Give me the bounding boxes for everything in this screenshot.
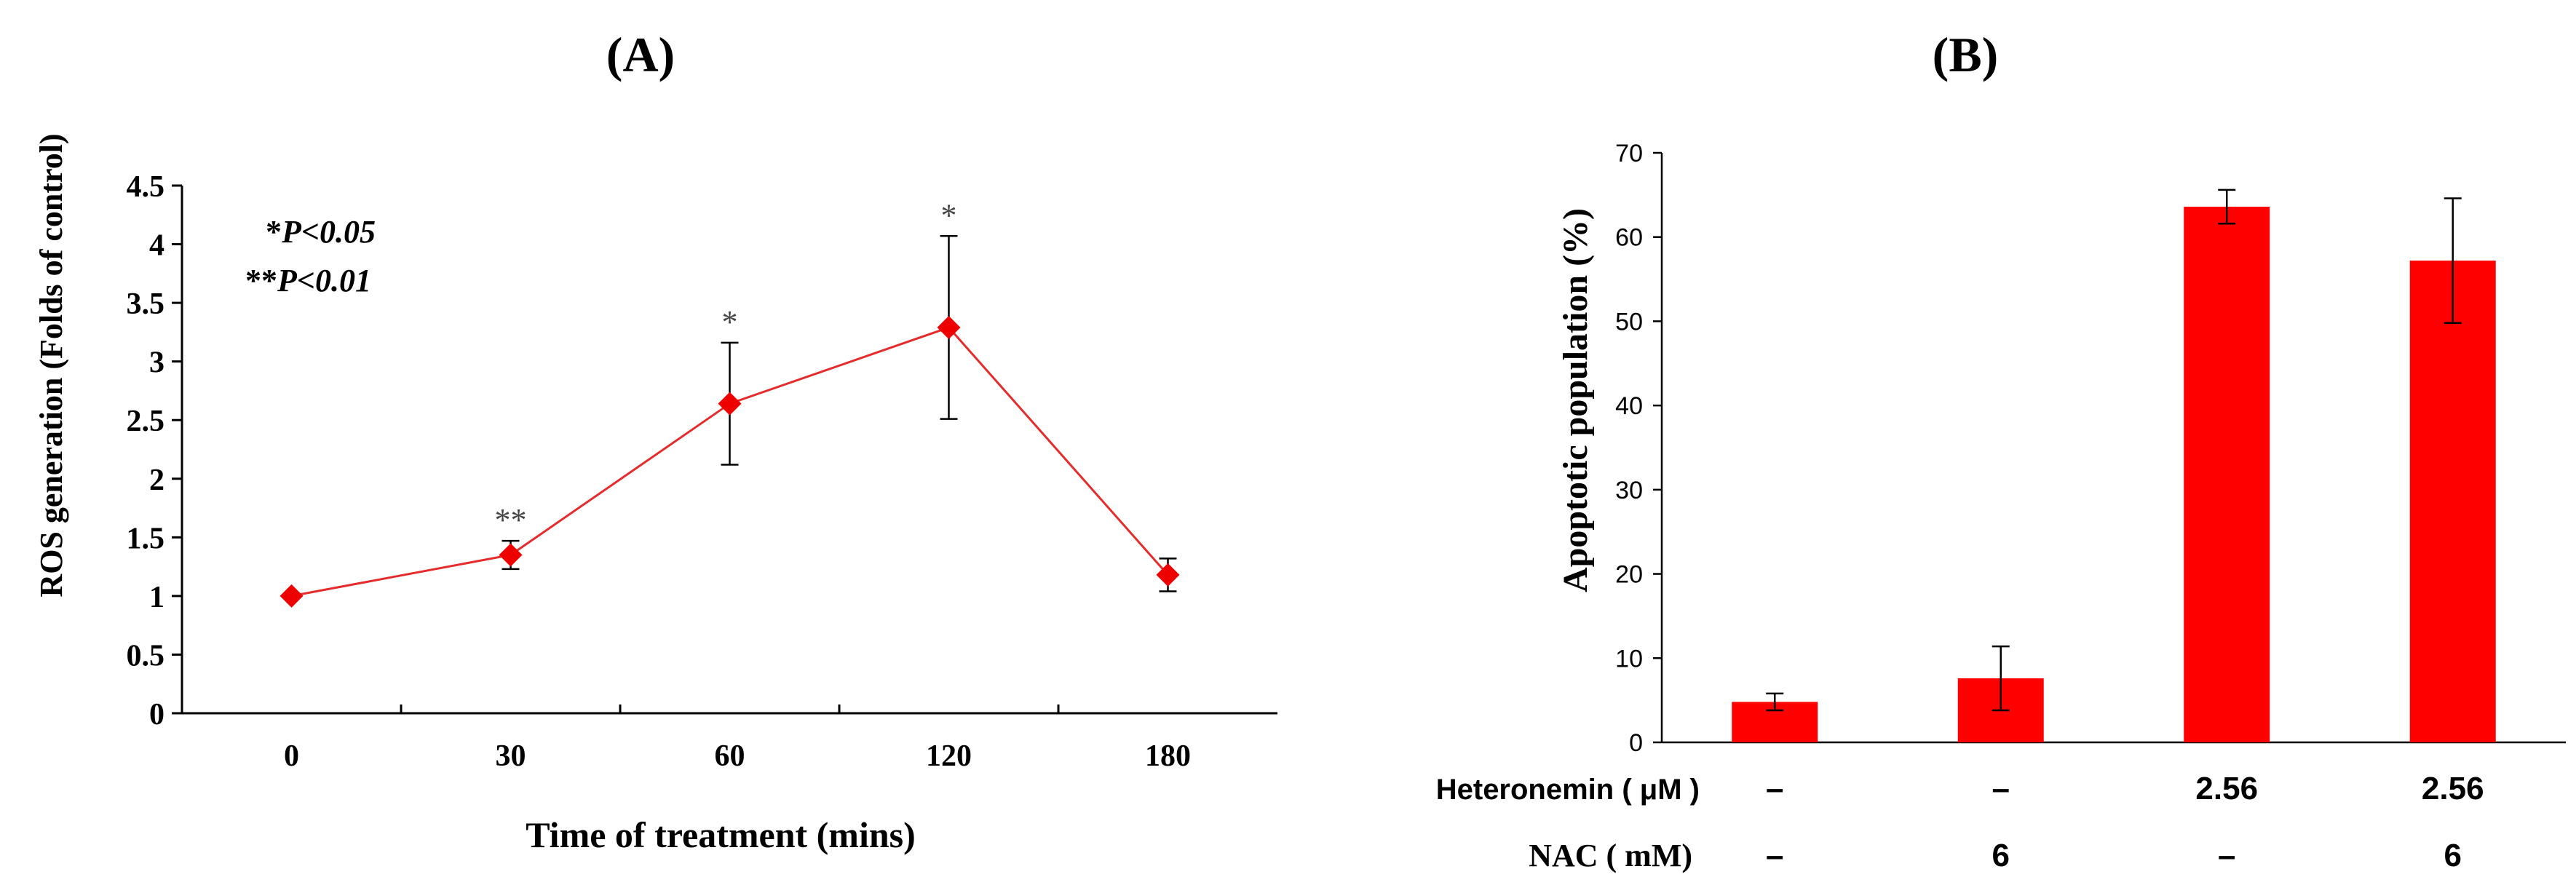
chart-b-treatment-value: – [1766, 771, 1783, 806]
legend-sig2-stars: ** [245, 263, 277, 298]
chart-a-y-tick-label: 2 [149, 464, 165, 497]
chart-a-x-tick-label: 120 [926, 739, 972, 773]
chart-b-y-tick-label: 60 [1615, 224, 1643, 252]
chart-a-significance-mark: ** [495, 502, 527, 538]
chart-b-treatment-value: – [2218, 838, 2235, 873]
legend-sig1-stars: * [266, 214, 282, 250]
chart-a-x-tick-label: 180 [1145, 739, 1191, 773]
chart-a-x-tick-label: 60 [715, 739, 745, 773]
chart-b-bar [2409, 261, 2496, 743]
chart-a-y-tick-label: 3.5 [127, 287, 165, 321]
chart-a-data-point [1156, 563, 1180, 587]
chart-a-significance-mark: * [941, 197, 957, 233]
chart-b-treatment-row-label: Heteronemin ( μM ) [1436, 774, 1700, 806]
chart-b-y-tick-label: 20 [1615, 561, 1643, 589]
chart-b-treatment-value: – [1992, 771, 2010, 806]
chart-b-y-axis-title: Apoptotic population (%) [1556, 208, 1595, 592]
chart-b-y-tick-label: 40 [1615, 392, 1643, 420]
chart-b-treatment-value: – [1766, 838, 1783, 873]
chart-b-y-tick-label: 50 [1615, 308, 1643, 336]
chart-a-significance-mark: * [722, 304, 738, 340]
chart-a-y-tick-label: 4.5 [127, 170, 165, 204]
chart-a-y-tick-label: 3 [149, 346, 165, 380]
panel-b-label: (B) [1933, 27, 1999, 82]
chart-b-treatment-value: 6 [1992, 838, 2010, 873]
chart-a-data-point [280, 584, 304, 608]
chart-a: ROS generation (Folds of control) Time o… [33, 133, 1277, 855]
chart-b: Apoptotic population (%) 0 10 20 30 40 50 60 70… [1436, 140, 2566, 873]
legend-sig1-text: P<0.05 [281, 214, 376, 250]
chart-a-y-tick-label: 0 [149, 698, 165, 731]
chart-a-y-tick-label: 0.5 [127, 639, 165, 672]
legend-sig1: *P<0.05 [266, 214, 376, 250]
chart-b-treatment-value: 2.56 [2195, 771, 2258, 806]
panel-a-label: (A) [606, 27, 675, 82]
chart-a-x-axis-title: Time of treatment (mins) [526, 814, 916, 855]
legend-sig2-text: P<0.01 [277, 263, 371, 298]
chart-b-treatment-row-label: NAC ( mM) [1529, 838, 1692, 873]
chart-b-treatment-value: 6 [2444, 838, 2462, 873]
legend-sig2: **P<0.01 [245, 263, 371, 298]
chart-b-y-tick-label: 70 [1615, 140, 1643, 167]
chart-a-data-point [718, 392, 742, 416]
chart-a-y-tick-label: 4 [149, 229, 165, 263]
chart-a-y-tick-label: 2.5 [127, 405, 165, 438]
chart-a-data-point [937, 315, 961, 339]
chart-a-y-tick-label: 1.5 [127, 522, 165, 555]
chart-a-data-point [499, 543, 523, 567]
chart-b-y-tick-label: 10 [1615, 645, 1643, 672]
chart-b-bar [2184, 207, 2270, 742]
chart-a-y-tick-label: 1 [149, 581, 165, 614]
chart-a-x-tick-label: 0 [284, 739, 299, 773]
chart-a-x-tick-label: 30 [496, 739, 526, 773]
chart-b-y-tick-label: 30 [1615, 477, 1643, 504]
chart-b-treatment-value: 2.56 [2422, 771, 2484, 806]
chart-a-y-axis-title: ROS generation (Folds of control) [33, 133, 69, 597]
chart-a-significance-legend: *P<0.05 **P<0.01 [245, 214, 376, 298]
chart-b-y-tick-label: 0 [1629, 729, 1643, 757]
